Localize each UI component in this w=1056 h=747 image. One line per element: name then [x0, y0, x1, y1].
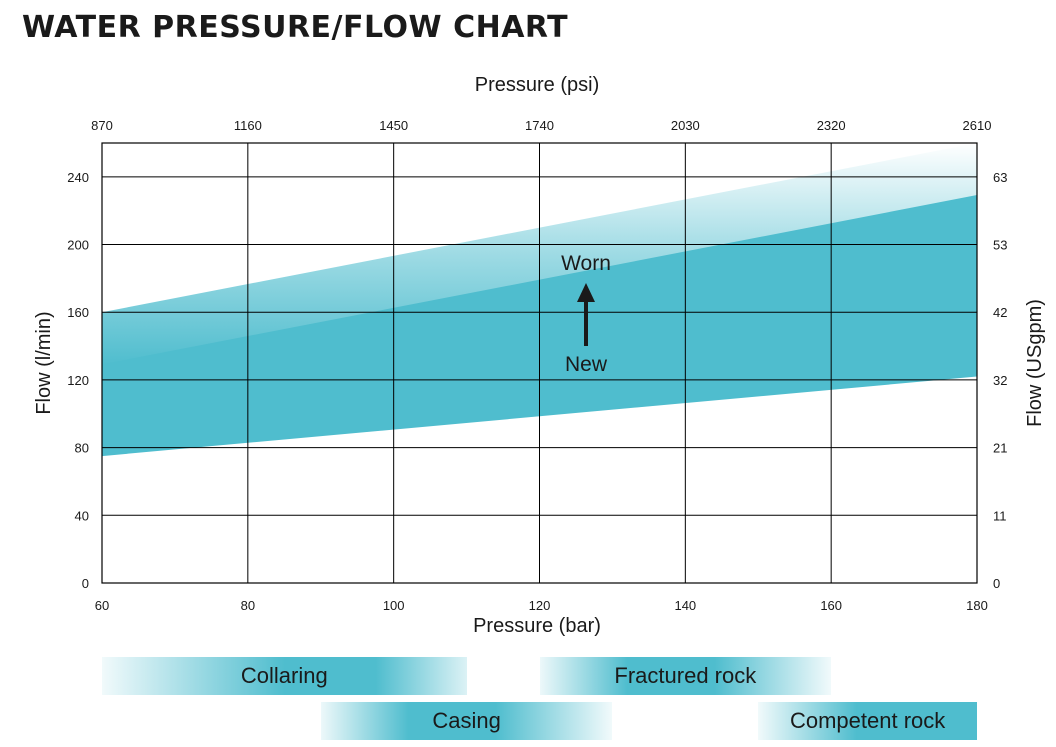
y2-axis-title: Flow (USgpm): [1024, 299, 1046, 427]
x2-axis-title: Pressure (psi): [475, 74, 599, 96]
range-bar-label: Casing: [432, 708, 501, 733]
range-bar-competent-rock: Competent rock: [758, 702, 977, 740]
x-tick-label: 60: [95, 598, 109, 613]
plot-frame: [101, 142, 978, 584]
x2-tick-label: 1160: [234, 118, 262, 133]
x-tick-label: 160: [820, 598, 842, 613]
y-axis-title: Flow (l/min): [33, 311, 55, 414]
range-bar-label: Collaring: [240, 663, 328, 688]
y2-tick-label: 0: [993, 576, 1000, 591]
y2-tick-label: 42: [993, 305, 1007, 320]
y2-tick-label: 21: [993, 441, 1007, 456]
range-bar-collaring: Collaring: [102, 657, 467, 695]
y-tick-label: 80: [75, 441, 89, 456]
y-tick-label: 120: [67, 373, 89, 388]
y-tick-label: 240: [67, 170, 89, 185]
range-bar-casing: Casing: [320, 702, 613, 740]
x2-tick-label: 870: [91, 118, 113, 133]
y2-tick-label: 53: [993, 238, 1007, 253]
up-arrow-icon: [577, 283, 595, 346]
x2-tick-label: 1740: [525, 118, 554, 133]
x-tick-label: 80: [241, 598, 255, 613]
x2-tick-label: 2610: [963, 118, 992, 133]
x2-tick-label: 1450: [379, 118, 408, 133]
x-tick-label: 120: [529, 598, 551, 613]
y2-tick-label: 32: [993, 373, 1007, 388]
new-annotation: New: [565, 353, 608, 376]
worn-annotation: Worn: [561, 252, 611, 275]
y-tick-label: 200: [67, 238, 89, 253]
pressure-flow-chart: 60 80 100 120 140 160 180 870 1160 1450 1740 2030 23…: [33, 74, 1046, 637]
range-bar-label: Fractured rock: [614, 663, 757, 688]
range-bar-fractured-rock: Fractured rock: [539, 657, 832, 695]
y-tick-label: 40: [75, 508, 89, 523]
y2-tick-label: 63: [993, 170, 1007, 185]
x-tick-label: 180: [966, 598, 988, 613]
chart-title: WATER PRESSURE/FLOW CHART: [22, 10, 569, 45]
x-tick-label: 100: [383, 598, 405, 613]
y2-tick-label: 11: [993, 508, 1007, 523]
x2-tick-label: 2320: [817, 118, 846, 133]
y-tick-label: 0: [82, 576, 89, 591]
x-axis-title: Pressure (bar): [473, 615, 601, 637]
x-tick-label: 140: [674, 598, 696, 613]
x2-tick-label: 2030: [671, 118, 700, 133]
range-bar-label: Competent rock: [789, 708, 946, 733]
y-tick-label: 160: [67, 305, 89, 320]
